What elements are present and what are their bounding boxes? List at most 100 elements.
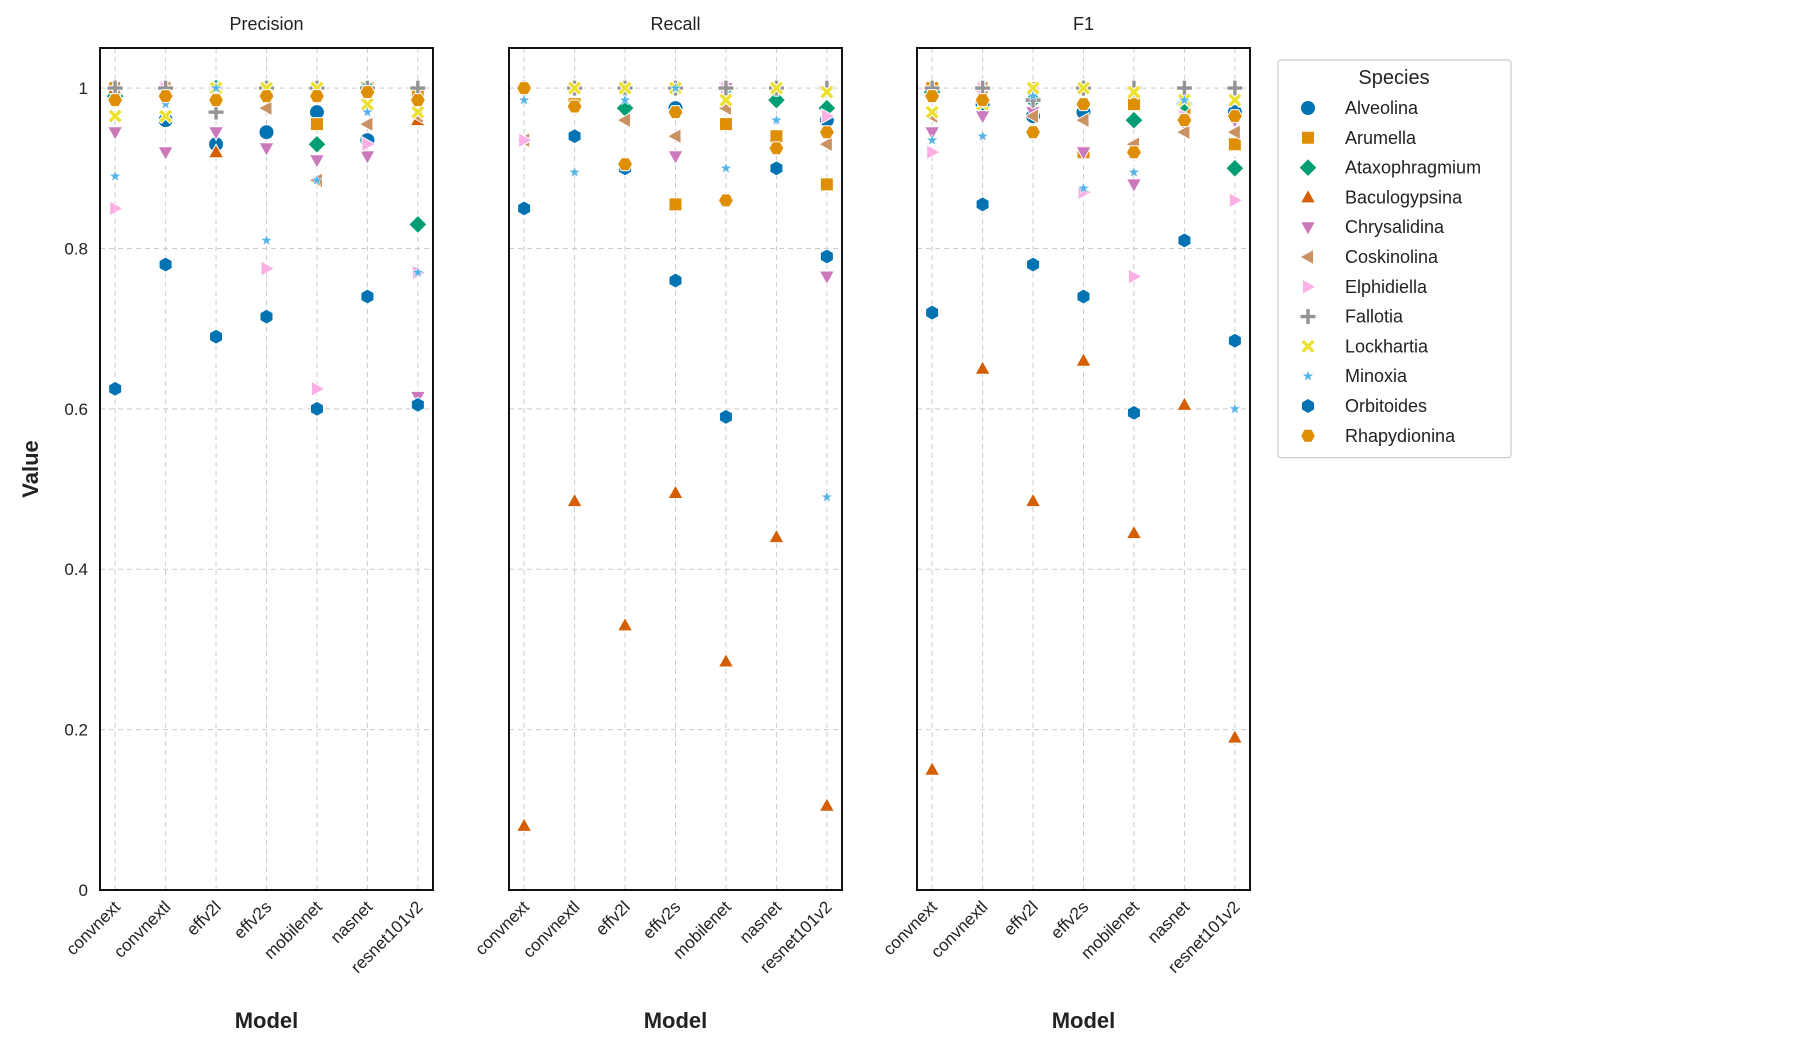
legend-marker — [1300, 338, 1316, 355]
marker — [669, 81, 682, 94]
marker — [819, 177, 834, 192]
marker — [818, 270, 836, 286]
y-tick-label: 0.6 — [64, 400, 88, 419]
marker — [207, 143, 225, 159]
legend-label: Rhapydionina — [1345, 426, 1456, 446]
marker — [518, 131, 534, 149]
marker — [567, 128, 582, 145]
y-axis-label: Value — [18, 440, 43, 497]
marker — [209, 81, 223, 94]
legend-label: Lockhartia — [1345, 336, 1429, 356]
marker — [766, 90, 787, 110]
marker — [566, 80, 583, 97]
marker — [258, 142, 275, 158]
marker — [568, 165, 582, 178]
marker — [106, 126, 124, 142]
marker — [1125, 178, 1143, 194]
y-tick-label: 0.8 — [64, 239, 88, 258]
marker — [409, 93, 426, 108]
legend-marker — [1298, 157, 1318, 178]
marker — [925, 304, 940, 321]
marker — [1125, 145, 1143, 160]
marker — [1177, 232, 1192, 249]
marker — [515, 816, 533, 832]
marker — [109, 200, 125, 217]
x-axis-label: Model — [1052, 1008, 1116, 1033]
x-tick-label: effv2s — [1047, 897, 1092, 942]
marker — [108, 169, 122, 182]
legend-label: Coskinolina — [1345, 247, 1439, 267]
marker — [1075, 97, 1092, 112]
marker — [1024, 107, 1040, 125]
subplot-title: Recall — [650, 14, 700, 34]
marker — [359, 85, 376, 100]
marker — [1026, 256, 1041, 273]
marker — [207, 93, 225, 108]
marker — [818, 796, 836, 812]
marker — [209, 328, 224, 345]
marker — [616, 157, 634, 172]
legend-marker — [1298, 248, 1314, 266]
marker — [923, 126, 941, 142]
subplot: Precision00.20.40.60.81convnextconvnextl… — [18, 14, 434, 1033]
marker — [107, 93, 124, 108]
legend-label: Orbitoides — [1345, 396, 1427, 416]
legend-label: Fallotia — [1345, 307, 1404, 327]
marker — [260, 233, 273, 246]
marker — [667, 105, 684, 120]
marker — [1228, 192, 1244, 209]
legend-marker — [1299, 221, 1317, 237]
marker — [157, 108, 174, 125]
x-tick-label: nasnet — [327, 897, 377, 947]
marker — [207, 103, 225, 121]
marker — [616, 111, 632, 129]
marker — [817, 135, 833, 153]
marker — [925, 133, 939, 146]
marker — [410, 396, 425, 413]
marker — [974, 93, 991, 108]
marker — [820, 490, 834, 503]
marker — [566, 492, 583, 508]
marker — [361, 135, 377, 153]
marker — [1226, 728, 1244, 744]
marker — [207, 126, 225, 142]
marker — [157, 89, 174, 104]
marker — [517, 93, 531, 106]
x-axis-label: Model — [235, 1008, 299, 1033]
legend-marker — [1301, 130, 1315, 145]
y-tick-label: 1 — [79, 79, 88, 98]
marker — [1226, 79, 1244, 97]
legend-marker — [1299, 188, 1317, 204]
marker — [258, 124, 275, 141]
marker — [260, 260, 276, 277]
marker — [308, 154, 326, 170]
x-axis-label: Model — [644, 1008, 708, 1033]
marker — [516, 81, 533, 96]
legend-marker — [1301, 369, 1315, 382]
legend-marker — [1299, 308, 1317, 326]
marker — [1075, 351, 1092, 367]
marker — [718, 92, 734, 109]
x-tick-label: effv2l — [183, 897, 225, 939]
marker — [1077, 181, 1090, 194]
marker — [924, 89, 941, 104]
marker — [1076, 288, 1091, 305]
x-tick-label: effv2s — [639, 897, 684, 942]
y-tick-label: 0.2 — [64, 721, 88, 740]
marker — [1074, 111, 1090, 129]
marker — [1176, 395, 1193, 411]
marker — [1228, 402, 1242, 415]
marker — [818, 125, 835, 140]
marker — [666, 127, 682, 145]
marker — [1126, 404, 1141, 421]
plot-frame — [99, 47, 434, 891]
marker — [719, 161, 733, 174]
marker — [307, 134, 327, 154]
marker — [309, 117, 324, 132]
marker — [1127, 268, 1143, 285]
x-tick-label: nasnet — [736, 897, 786, 947]
y-tick-label: 0 — [79, 881, 88, 900]
marker — [158, 256, 173, 273]
x-tick-label: effv2l — [592, 897, 634, 939]
